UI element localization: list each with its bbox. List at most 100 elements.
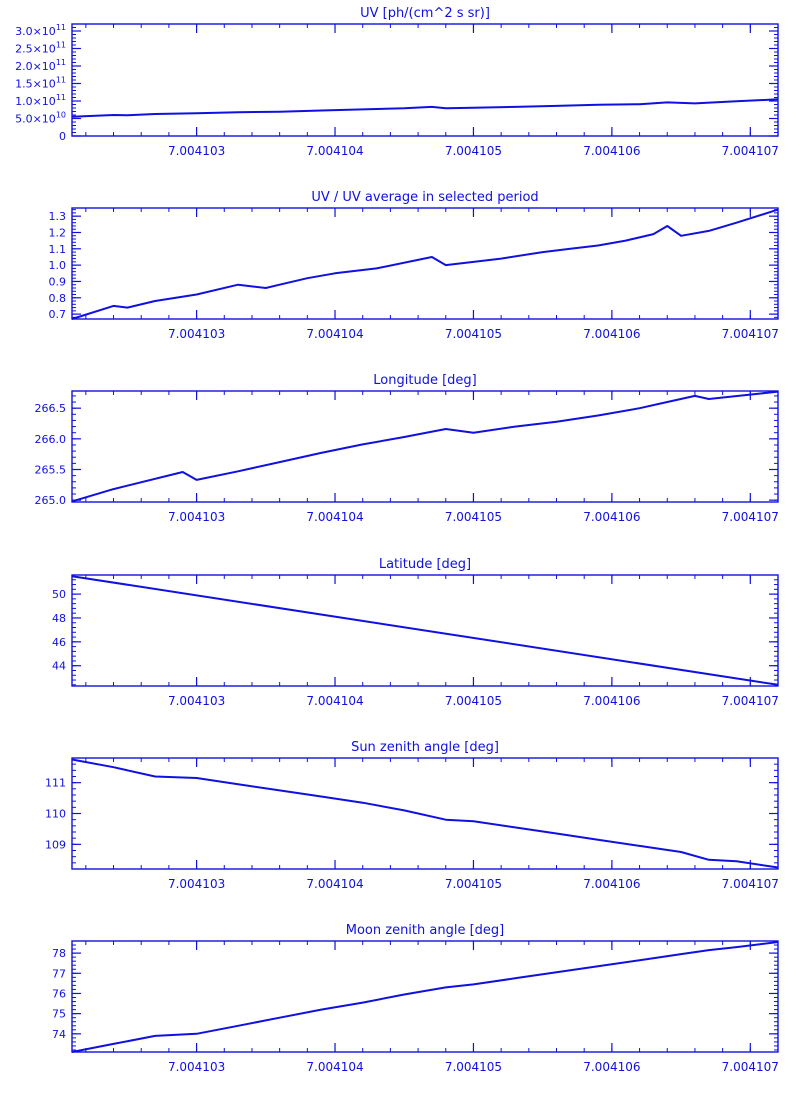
y-tick-label: 1.0×1011 bbox=[15, 93, 66, 108]
y-tick-mantissa: 76 bbox=[52, 987, 66, 1000]
y-tick-mantissa: 0.7 bbox=[49, 308, 67, 321]
x-tick-label: 7.004105 bbox=[445, 1060, 502, 1074]
y-tick-mantissa: 1.3 bbox=[49, 210, 67, 223]
y-tick-mantissa: 48 bbox=[52, 612, 66, 625]
y-tick-mantissa: 1.0×10 bbox=[15, 95, 56, 108]
x-tick-label: 7.004107 bbox=[722, 694, 779, 708]
chart-title: Moon zenith angle [deg] bbox=[346, 923, 504, 938]
chart-panel-5: Sun zenith angle [deg] 7.004103 7.004104 7.… bbox=[45, 740, 779, 891]
y-tick-label: 1.1 bbox=[49, 243, 67, 256]
y-tick-label: 265.0 bbox=[35, 494, 67, 507]
y-tick-mantissa: 1.1 bbox=[49, 243, 67, 256]
y-tick-label: 75 bbox=[52, 1008, 66, 1021]
series-line-latitude-deg bbox=[71, 575, 779, 686]
x-tick-label: 7.004106 bbox=[583, 877, 640, 891]
y-tick-label: 266.0 bbox=[35, 433, 67, 446]
y-tick-label: 2.0×1011 bbox=[15, 58, 66, 73]
y-tick-label: 76 bbox=[52, 987, 66, 1000]
y-tick-mantissa: 3.0×10 bbox=[15, 25, 56, 38]
x-tick-label: 7.004104 bbox=[306, 877, 363, 891]
y-tick-mantissa: 1.0 bbox=[49, 259, 67, 272]
plot-frame bbox=[71, 390, 779, 503]
x-tick-label: 7.004103 bbox=[168, 144, 225, 158]
x-tick-label: 7.004106 bbox=[583, 144, 640, 158]
y-tick-label: 46 bbox=[52, 636, 66, 649]
y-tick-mantissa: 1.5×10 bbox=[15, 78, 56, 91]
y-tick-label: 1.0 bbox=[49, 259, 67, 272]
chart-title: Latitude [deg] bbox=[379, 557, 471, 572]
y-tick-mantissa: 78 bbox=[52, 947, 66, 960]
y-tick-label: 48 bbox=[52, 612, 66, 625]
y-tick-mantissa: 50 bbox=[52, 588, 66, 601]
series-line-longitude-deg bbox=[71, 390, 779, 503]
y-tick-label: 265.5 bbox=[35, 463, 67, 476]
x-tick-label: 7.004107 bbox=[722, 144, 779, 158]
x-tick-label: 7.004104 bbox=[306, 327, 363, 341]
y-tick-label: 74 bbox=[52, 1028, 66, 1041]
y-tick-mantissa: 0 bbox=[59, 130, 66, 143]
y-tick-exponent: 11 bbox=[56, 58, 66, 67]
y-tick-mantissa: 75 bbox=[52, 1008, 66, 1021]
series-line-uv-ph-cm-2-s-sr bbox=[71, 98, 779, 118]
y-tick-mantissa: 111 bbox=[45, 777, 66, 790]
x-tick-label: 7.004105 bbox=[445, 327, 502, 341]
x-tick-label: 7.004105 bbox=[445, 510, 502, 524]
x-tick-label: 7.004106 bbox=[583, 327, 640, 341]
x-tick-label: 7.004107 bbox=[722, 510, 779, 524]
x-tick-label: 7.004106 bbox=[583, 1060, 640, 1074]
y-tick-label: 77 bbox=[52, 967, 66, 980]
y-tick-label: 111 bbox=[45, 777, 66, 790]
chart-panel-1: UV [ph/(cm^2 s sr)] 7.004103 7.004104 7.004… bbox=[15, 6, 779, 158]
y-tick-mantissa: 265.5 bbox=[35, 463, 67, 476]
y-tick-label: 1.3 bbox=[49, 210, 67, 223]
series-line-sun-zenith-angle-deg bbox=[71, 758, 779, 869]
y-tick-mantissa: 109 bbox=[45, 838, 66, 851]
y-tick-label: 110 bbox=[45, 808, 66, 821]
y-tick-mantissa: 1.2 bbox=[49, 226, 67, 239]
x-tick-label: 7.004106 bbox=[583, 694, 640, 708]
y-tick-label: 1.5×1011 bbox=[15, 76, 66, 91]
y-tick-label: 5.0×1010 bbox=[15, 111, 66, 126]
y-tick-label: 3.0×1011 bbox=[15, 23, 66, 38]
series-line-moon-zenith-angle-deg bbox=[71, 941, 779, 1053]
y-tick-exponent: 10 bbox=[56, 111, 66, 120]
y-tick-label: 0.8 bbox=[49, 292, 67, 305]
y-tick-exponent: 11 bbox=[56, 76, 66, 85]
chart-panel-6: Moon zenith angle [deg] 7.004103 7.004104 7… bbox=[52, 923, 779, 1074]
y-tick-mantissa: 74 bbox=[52, 1028, 66, 1041]
y-tick-label: 1.2 bbox=[49, 226, 67, 239]
y-tick-exponent: 11 bbox=[56, 23, 66, 32]
series-line-uv-uv-average-in-selected-period bbox=[71, 208, 779, 320]
plot-frame bbox=[71, 940, 779, 1053]
y-tick-mantissa: 0.8 bbox=[49, 292, 67, 305]
y-tick-mantissa: 2.5×10 bbox=[15, 43, 56, 56]
y-tick-exponent: 11 bbox=[56, 41, 66, 50]
chart-panel-4: Latitude [deg] 7.004103 7.004104 7.004105 7.… bbox=[52, 557, 779, 708]
y-tick-label: 0.7 bbox=[49, 308, 67, 321]
y-tick-mantissa: 46 bbox=[52, 636, 66, 649]
chart-panel-2: UV / UV average in selected period 7.0041… bbox=[49, 190, 779, 341]
x-tick-label: 7.004105 bbox=[445, 877, 502, 891]
y-tick-label: 44 bbox=[52, 660, 66, 673]
chart-title: UV [ph/(cm^2 s sr)] bbox=[360, 6, 490, 21]
x-tick-label: 7.004104 bbox=[306, 694, 363, 708]
y-tick-mantissa: 266.0 bbox=[35, 433, 67, 446]
x-tick-label: 7.004107 bbox=[722, 877, 779, 891]
x-tick-label: 7.004103 bbox=[168, 327, 225, 341]
x-tick-label: 7.004105 bbox=[445, 694, 502, 708]
chart-title: Sun zenith angle [deg] bbox=[351, 740, 499, 755]
y-tick-mantissa: 5.0×10 bbox=[15, 113, 56, 126]
y-tick-mantissa: 2.0×10 bbox=[15, 60, 56, 73]
plot-frame bbox=[71, 574, 779, 687]
x-tick-label: 7.004104 bbox=[306, 1060, 363, 1074]
chart-panel-3: Longitude [deg] 7.004103 7.004104 7.004105 7… bbox=[35, 373, 779, 524]
chart-title: UV / UV average in selected period bbox=[311, 190, 538, 205]
x-tick-label: 7.004104 bbox=[306, 510, 363, 524]
x-tick-label: 7.004107 bbox=[722, 327, 779, 341]
y-tick-label: 50 bbox=[52, 588, 66, 601]
x-tick-label: 7.004103 bbox=[168, 877, 225, 891]
plot-frame bbox=[71, 207, 779, 320]
y-tick-label: 266.5 bbox=[35, 402, 67, 415]
